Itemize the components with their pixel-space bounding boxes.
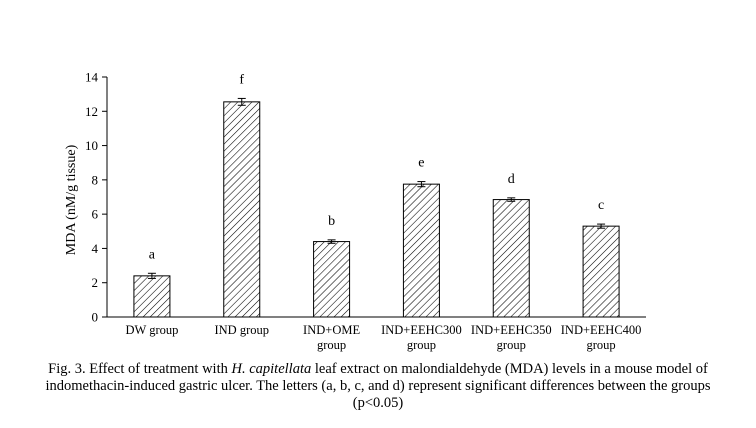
y-tick-label: 12 — [85, 104, 98, 119]
bar — [582, 225, 620, 318]
significance-letter: c — [598, 198, 604, 213]
x-tick-label: IND+EEHC400 — [561, 323, 642, 337]
bar — [223, 101, 261, 318]
y-tick-label: 10 — [85, 138, 98, 153]
significance-letter: d — [508, 172, 515, 187]
x-tick-label: DW group — [125, 323, 178, 337]
caption-suffix: leaf extract on malondialdehyde (MDA) le… — [45, 361, 711, 411]
mda-bar-chart: MDA (nM/g tissue) a f b e d c 0 2 4 6 8 10 12 14 DW g… — [64, 70, 646, 352]
y-tick-label: 0 — [92, 310, 99, 325]
y-tick-label: 6 — [92, 207, 99, 222]
bars-layer: a f b e d c — [133, 72, 620, 318]
x-tick-label: group — [586, 338, 615, 352]
y-tick-label: 4 — [92, 241, 99, 256]
x-tick-label: group — [407, 338, 436, 352]
bar — [402, 183, 440, 318]
bar — [313, 241, 351, 318]
significance-letter: a — [149, 247, 156, 262]
x-tick-label: group — [497, 338, 526, 352]
figure-caption: Fig. 3. Effect of treatment with H. capi… — [40, 361, 716, 412]
significance-letter: e — [418, 156, 424, 171]
x-tick-label: group — [317, 338, 346, 352]
y-axis-label: MDA (nM/g tissue) — [64, 144, 79, 255]
x-tick-label: IND+EEHC350 — [471, 323, 552, 337]
caption-prefix: Fig. 3. Effect of treatment with — [48, 361, 232, 377]
significance-letter: b — [328, 214, 335, 229]
y-tick-label: 14 — [85, 70, 99, 85]
significance-letter: f — [239, 72, 244, 87]
x-tick-label: IND group — [214, 323, 269, 337]
y-tick-label: 2 — [92, 275, 99, 290]
x-tick-label: IND+OME — [303, 323, 360, 337]
caption-species: H. capitellata — [231, 361, 312, 377]
bar — [133, 275, 171, 318]
bar — [492, 199, 530, 318]
y-tick-label: 8 — [92, 172, 99, 187]
x-tick-label: IND+EEHC300 — [381, 323, 462, 337]
